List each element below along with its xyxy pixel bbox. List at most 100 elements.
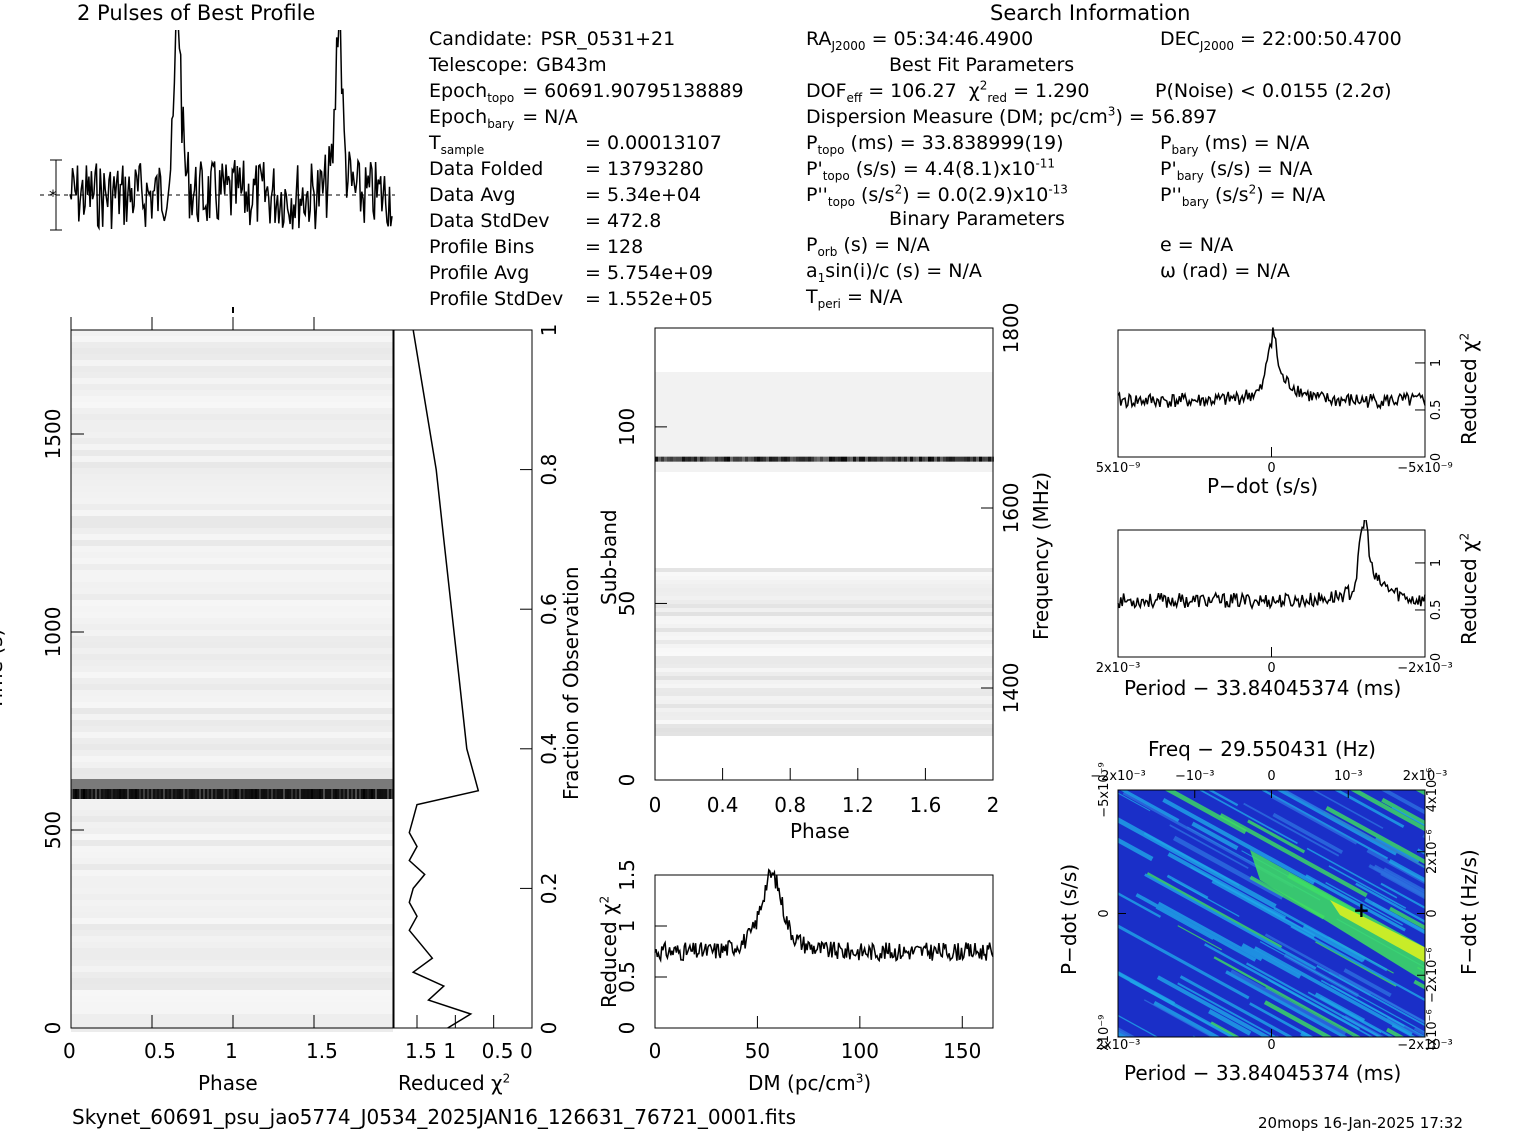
sb-bright-pixel	[673, 456, 676, 462]
chi2-value: = 1.290	[1013, 80, 1090, 102]
map-streak	[1271, 795, 1358, 845]
small-ytick-label: 0.5	[1429, 600, 1444, 621]
map-xlabel: Period − 33.84045374 (ms)	[1124, 1061, 1402, 1085]
map-right-tick-label: −4x10⁻⁶	[1425, 1009, 1440, 1050]
subband-frame	[654, 327, 994, 781]
tp-row	[71, 954, 393, 960]
pdot-frame	[1117, 329, 1426, 458]
pdbary-value: (s/s) = N/A	[1209, 158, 1313, 180]
tp-pixel	[111, 789, 113, 799]
pdtopo-row: P'topo (s/s) = 4.4(8.1)x10-11	[806, 156, 1056, 183]
sb-bright-pixel	[847, 456, 850, 462]
sb-bright-pixel	[745, 456, 748, 462]
tp-pixel	[379, 789, 381, 799]
map-streak	[1320, 979, 1405, 1027]
sb-xtick-label: 1.6	[909, 793, 941, 817]
map-streak	[1204, 943, 1360, 1031]
tp-pixel	[387, 789, 389, 799]
info-left-value: = 5.754e+09	[585, 262, 714, 284]
map-streak	[1305, 874, 1406, 932]
map-streak	[1173, 835, 1284, 900]
tp-pixel	[367, 789, 369, 799]
map-left-tick-label: 0	[1097, 909, 1112, 917]
map-streak	[1325, 881, 1404, 926]
map-left-tick-label: 5x10⁻⁹	[1097, 1015, 1112, 1050]
tp-row	[71, 576, 393, 582]
info-left-row: Data Folded = 13793280	[429, 158, 704, 180]
sb-bright-pixel	[718, 456, 721, 462]
tp-row	[71, 426, 393, 432]
map-streak	[1383, 867, 1425, 894]
tp-pixel	[183, 789, 185, 799]
tp-xtick-label: 0	[63, 1039, 76, 1063]
tp-row	[71, 876, 393, 882]
map-streak	[1211, 879, 1316, 939]
frac-tick-label: 0.8	[537, 454, 561, 486]
tp-ytick-label: 500	[41, 811, 65, 849]
sb-row	[655, 580, 993, 584]
tp-pixel	[159, 789, 161, 799]
pdtopo-value: (s/s) = 4.4(8.1)x10	[855, 158, 1036, 180]
tp-pixel	[119, 789, 121, 799]
tp-row	[71, 348, 393, 354]
sb-bright-pixel	[775, 456, 778, 462]
frac-tick-label: 0.2	[537, 872, 561, 904]
sb-row	[655, 732, 993, 736]
pddbary-label: (s/s	[1214, 184, 1249, 206]
sb-bright-pixel	[733, 456, 736, 462]
sb-bright-pixel	[904, 456, 907, 462]
tp-row	[71, 492, 393, 498]
tp-row	[71, 414, 393, 420]
map-streak	[1118, 971, 1237, 1037]
tp-row	[71, 354, 393, 360]
tp-row	[71, 726, 393, 732]
sb-bright-pixel	[988, 456, 991, 462]
sb-bright-pixel	[868, 456, 871, 462]
tp-row	[71, 888, 393, 894]
sb-bright-pixel	[763, 456, 766, 462]
map-streak	[1243, 802, 1340, 857]
info-left-label: Data StdDev	[429, 210, 550, 232]
info-left-value: GB43m	[536, 54, 607, 76]
sb-row	[655, 640, 993, 644]
info-left-label: Profile Avg	[429, 262, 530, 284]
map-streak	[1177, 982, 1276, 1037]
info-left-label: Candidate:	[429, 28, 533, 50]
tp-pixel	[327, 789, 329, 799]
sb-bright-pixel	[946, 456, 949, 462]
error-bar-mark: *	[49, 186, 57, 205]
pdot-chi2-plot: 5x10⁻⁹ 0 −5x10⁻⁹00.51	[1096, 327, 1453, 476]
sb-bright-pixel	[679, 456, 682, 462]
tperi-row: Tperi = N/A	[806, 286, 903, 311]
tp-pixel	[363, 789, 365, 799]
sb-bright-pixel	[922, 456, 925, 462]
sb-bright-pixel	[769, 456, 772, 462]
sb-bright-pixel	[691, 456, 694, 462]
sb-ytick-label: 100	[615, 408, 639, 446]
tp-pixel	[391, 789, 393, 799]
sb-bright-pixel	[838, 456, 841, 462]
ra-value: = 05:34:46.4900	[871, 28, 1034, 50]
map-streak	[1380, 882, 1425, 910]
tp-pixel	[283, 789, 285, 799]
sb-bright-pixel	[658, 456, 661, 462]
sb-row	[655, 584, 993, 588]
tp-row	[71, 408, 393, 414]
sb-bright-pixel	[919, 456, 922, 462]
tp-row	[71, 564, 393, 570]
ra-row: RAJ2000 = 05:34:46.4900	[806, 28, 1034, 53]
chi2-xtick-label: 0	[520, 1039, 533, 1063]
pddbary-row: P''bary (s/s2) = N/A	[1160, 182, 1326, 209]
dm-line	[654, 868, 994, 964]
tp-row	[71, 624, 393, 630]
sb-row	[655, 672, 993, 676]
tp-pixel	[307, 789, 309, 799]
tperi-value: = N/A	[846, 286, 903, 308]
map-streak	[1275, 1035, 1280, 1037]
sb-bright-pixel	[700, 456, 703, 462]
small-ytick-label: 1	[1429, 559, 1444, 567]
map-streak	[1290, 925, 1425, 1002]
tp-ytick-label: 1000	[41, 607, 65, 658]
map-bottom-tick-label: −2x10⁻³	[1397, 1038, 1452, 1050]
sb-row	[655, 704, 993, 708]
